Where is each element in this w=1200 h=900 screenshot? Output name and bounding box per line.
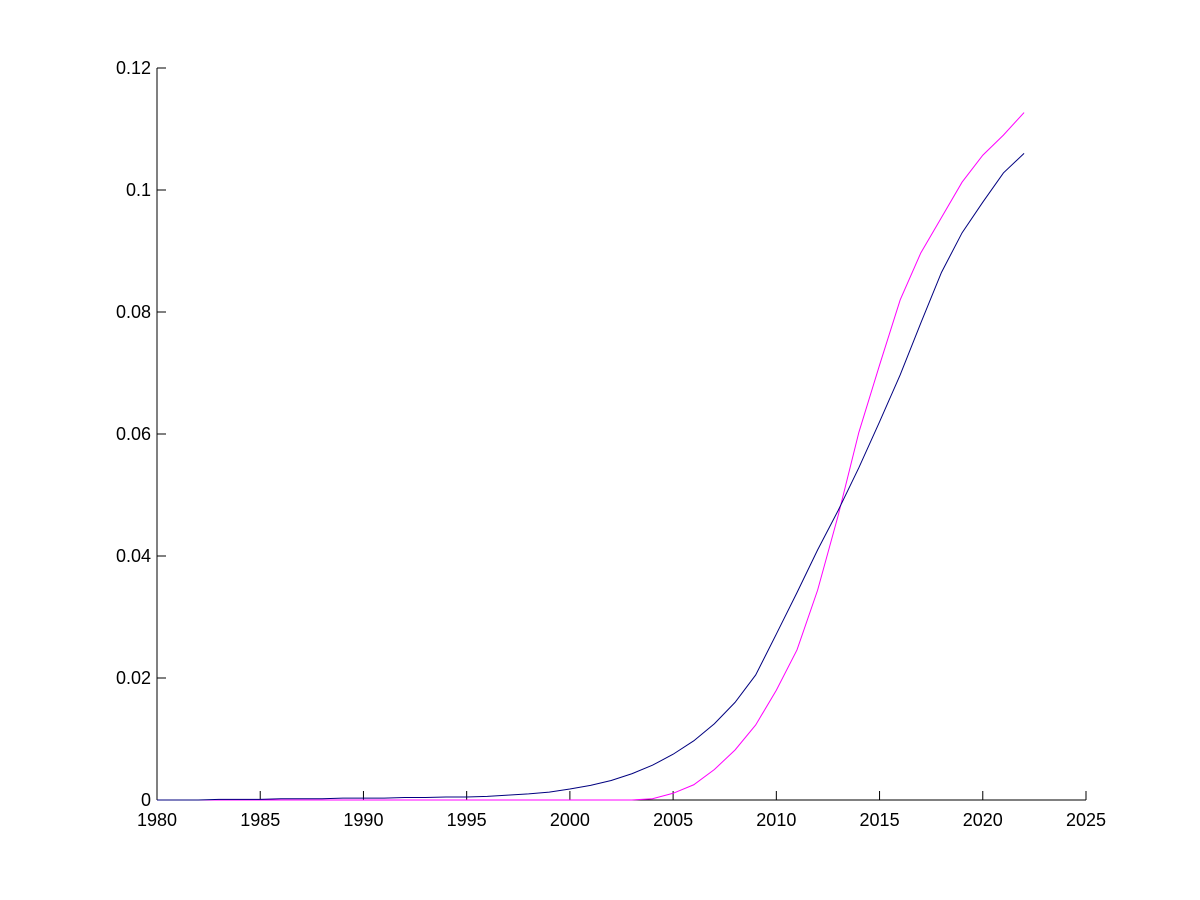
y-tick-label: 0.02	[116, 668, 151, 688]
series-line	[157, 112, 1025, 801]
x-tick-label: 2025	[1066, 810, 1106, 830]
y-tick-label: 0.04	[116, 546, 151, 566]
x-tick-label: 2000	[550, 810, 590, 830]
x-tick-label: 2005	[653, 810, 693, 830]
x-tick-label: 1995	[447, 810, 487, 830]
y-tick-label: 0.12	[116, 58, 151, 78]
x-tick-label: 2010	[756, 810, 796, 830]
y-tick-label: 0.08	[116, 302, 151, 322]
series-line	[157, 153, 1025, 801]
x-tick-label: 1980	[137, 810, 177, 830]
x-tick-label: 2015	[860, 810, 900, 830]
y-tick-label: 0.1	[126, 180, 151, 200]
x-tick-label: 1990	[343, 810, 383, 830]
x-tick-label: 2020	[963, 810, 1003, 830]
y-tick-label: 0	[141, 790, 151, 810]
x-tick-label: 1985	[240, 810, 280, 830]
y-tick-label: 0.06	[116, 424, 151, 444]
